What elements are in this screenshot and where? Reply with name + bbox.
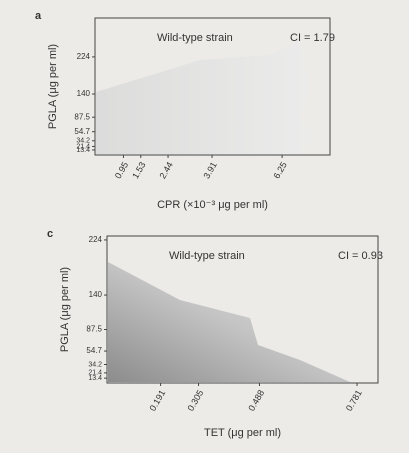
shading — [108, 262, 350, 382]
x-tick-label: 0.95 — [113, 160, 130, 180]
y-tick-label: 34.2 — [88, 361, 102, 368]
x-axis-label: TET (μg per ml) — [204, 427, 281, 439]
y-tick-label: 87.5 — [86, 325, 102, 334]
x-tick-label: 1.53 — [130, 160, 147, 180]
x-axis-label: CPR (×10⁻³ μg per ml) — [157, 199, 268, 211]
annotation: CI = 1.79 — [290, 32, 335, 44]
x-tick-label: 0.191 — [147, 388, 167, 413]
panel-label: a — [35, 10, 42, 22]
y-tick-label: 21.4 — [88, 370, 102, 377]
y-tick-label: 21.4 — [76, 143, 90, 150]
y-tick-label: 140 — [77, 89, 91, 98]
y-axis-label: PGLA (μg per ml) — [47, 44, 59, 129]
plot-frame — [106, 235, 379, 384]
y-tick-label: 34.2 — [76, 138, 90, 145]
y-tick-label: 224 — [89, 235, 103, 244]
x-tick-label: 6.25 — [271, 160, 288, 180]
shading — [96, 40, 315, 154]
y-axis-label: PGLA (μg per ml) — [59, 267, 71, 352]
y-tick-label: 54.7 — [74, 127, 90, 136]
x-tick-label: 0.305 — [185, 388, 205, 413]
annotation: Wild-type strain — [169, 250, 245, 262]
y-tick-label: 13.4 — [88, 375, 102, 382]
annotation: Wild-type strain — [157, 32, 233, 44]
y-tick-label: 140 — [89, 290, 103, 299]
x-tick-label: 3.91 — [201, 160, 218, 180]
annotation: CI = 0.93 — [338, 250, 383, 262]
x-tick-label: 2.44 — [157, 160, 174, 180]
y-tick-label: 87.5 — [74, 112, 90, 121]
panel-label: c — [47, 228, 53, 240]
x-tick-label: 0.781 — [344, 388, 364, 413]
x-tick-label: 0.488 — [246, 388, 266, 413]
y-tick-label: 224 — [77, 52, 91, 61]
y-tick-label: 54.7 — [86, 346, 102, 355]
y-tick-label: 13.4 — [76, 147, 90, 154]
